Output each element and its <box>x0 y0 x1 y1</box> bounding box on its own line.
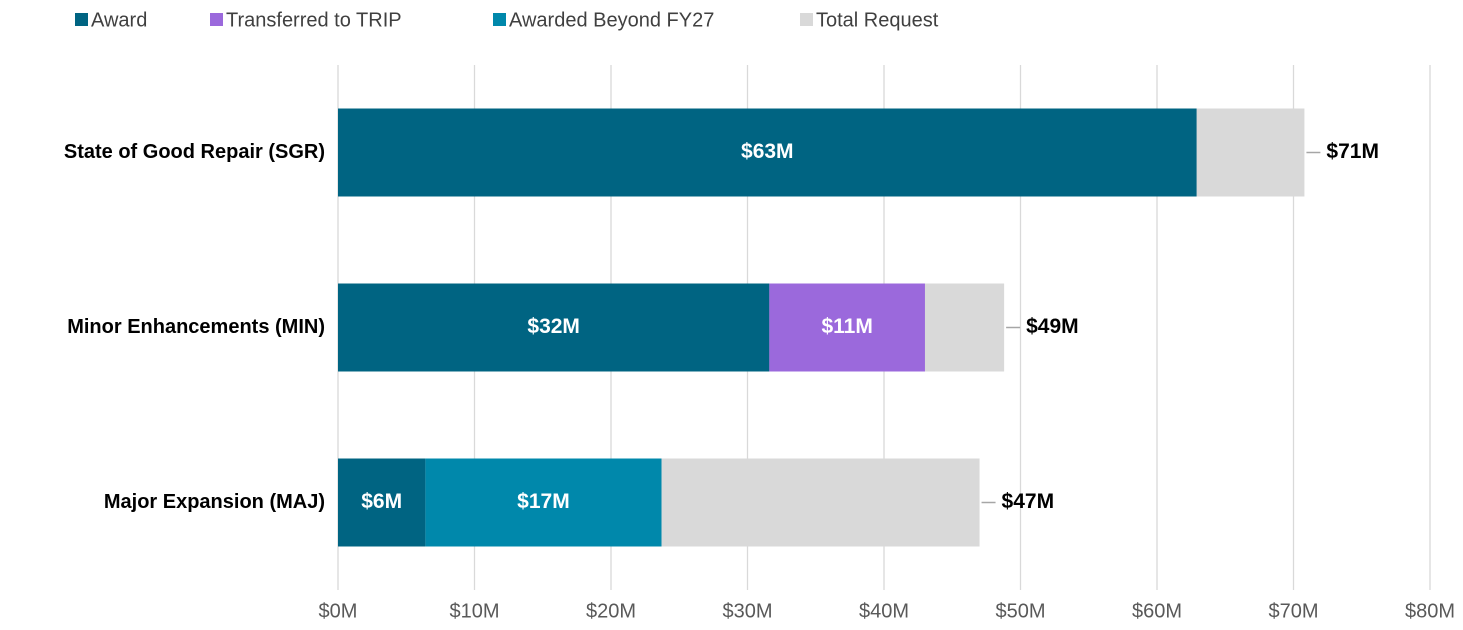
x-tick-label: $40M <box>859 600 909 622</box>
bar <box>338 283 770 372</box>
bar <box>338 458 426 547</box>
x-tick-label: $20M <box>586 600 636 622</box>
legend-label: Transferred to TRIP <box>226 9 402 31</box>
legend-swatch <box>800 13 813 26</box>
x-tick-label: $50M <box>995 600 1045 622</box>
x-tick-label: $30M <box>722 600 772 622</box>
legend-swatch <box>75 13 88 26</box>
legend-label: Awarded Beyond FY27 <box>509 9 714 31</box>
value-label: $11M <box>821 315 872 338</box>
legend-label: Total Request <box>816 9 939 31</box>
value-label: $47M <box>1002 490 1055 513</box>
bar <box>769 283 925 372</box>
value-label: $63M <box>741 140 794 163</box>
x-tick-label: $80M <box>1405 600 1455 622</box>
value-label: $6M <box>361 490 402 513</box>
category-label: State of Good Repair (SGR) <box>64 141 325 163</box>
legend-label: Award <box>91 9 147 31</box>
bar <box>425 458 662 547</box>
x-tick-label: $0M <box>319 600 358 622</box>
legend-swatch <box>493 13 506 26</box>
value-label: $49M <box>1026 315 1079 338</box>
value-label: $17M <box>517 490 570 513</box>
x-tick-label: $60M <box>1132 600 1182 622</box>
value-label: $71M <box>1326 140 1379 163</box>
x-tick-label: $10M <box>449 600 499 622</box>
category-label: Minor Enhancements (MIN) <box>67 316 325 338</box>
x-tick-label: $70M <box>1268 600 1318 622</box>
bar <box>338 108 1197 197</box>
category-label: Major Expansion (MAJ) <box>104 491 325 513</box>
legend-swatch <box>210 13 223 26</box>
value-label: $32M <box>527 315 580 338</box>
